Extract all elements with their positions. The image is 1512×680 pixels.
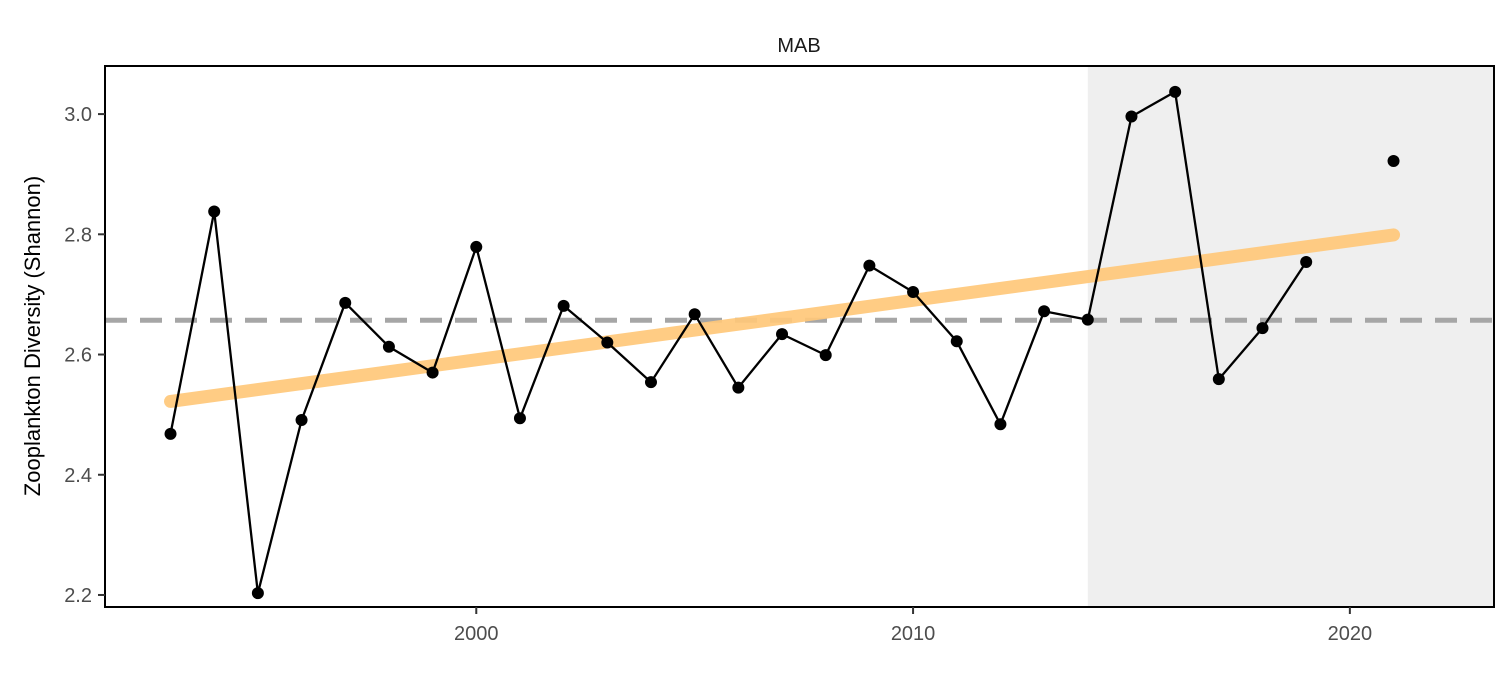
data-point — [819, 349, 832, 362]
x-tick-label: 2000 — [454, 623, 499, 645]
data-points — [164, 85, 1400, 600]
plot-border — [104, 65, 1495, 608]
data-point — [863, 259, 876, 272]
data-point — [776, 328, 789, 341]
data-point — [732, 381, 745, 394]
data-point — [513, 412, 526, 425]
x-tick-label: 2020 — [1328, 623, 1373, 645]
y-axis-label: Zooplankton Diversity (Shannon) — [20, 176, 45, 496]
data-point — [382, 340, 395, 353]
data-point — [426, 366, 439, 379]
data-point — [1300, 255, 1313, 268]
data-point — [1081, 313, 1094, 326]
x-tick-label: 2010 — [891, 623, 936, 645]
data-point — [557, 299, 570, 312]
y-axis: 2.2 2.4 2.6 2.8 3.0 — [64, 104, 105, 607]
data-point — [907, 286, 920, 299]
data-point — [688, 308, 701, 321]
data-point — [1212, 373, 1225, 386]
data-point — [1256, 322, 1269, 335]
shaded-region — [1087, 66, 1494, 607]
x-axis: 2000 2010 2020 — [454, 607, 1372, 645]
data-point — [470, 240, 483, 253]
y-tick-label: 2.2 — [64, 585, 92, 607]
data-point — [164, 427, 177, 440]
trend-line — [164, 228, 1401, 408]
data-point — [251, 587, 264, 600]
data-point — [644, 376, 657, 389]
y-tick-label: 2.4 — [64, 465, 92, 487]
data-point — [295, 414, 308, 427]
data-point-extra — [1387, 154, 1400, 167]
data-point — [601, 336, 614, 349]
data-point — [208, 205, 221, 218]
data-point — [1038, 305, 1051, 318]
data-point — [1169, 85, 1182, 98]
data-point — [950, 335, 963, 348]
data-point — [994, 418, 1007, 431]
chart-title: MAB — [777, 35, 820, 57]
y-tick-label: 3.0 — [64, 104, 92, 126]
y-tick-label: 2.6 — [64, 345, 92, 367]
data-point — [1125, 110, 1138, 123]
data-point — [339, 296, 352, 309]
y-tick-label: 2.8 — [64, 224, 92, 246]
